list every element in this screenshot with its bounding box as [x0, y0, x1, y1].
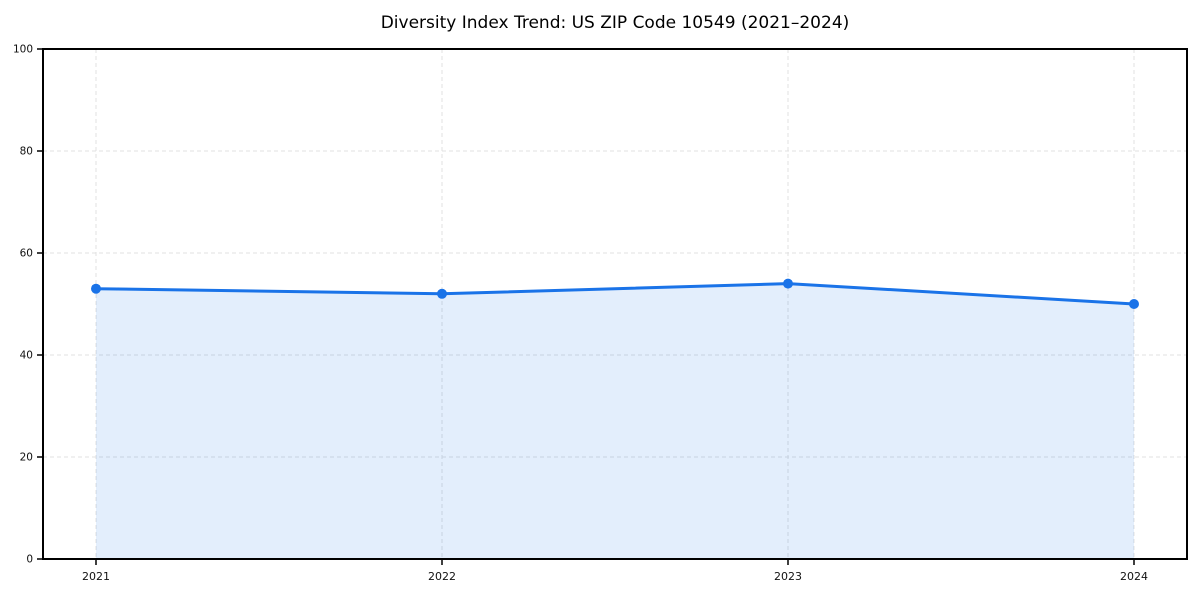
data-point-marker: [1129, 299, 1139, 309]
area-layer: [96, 283, 1134, 559]
x-tick-label: 2021: [82, 570, 110, 583]
plot-border: [42, 48, 1188, 560]
y-tick-label: 60: [20, 248, 33, 260]
y-tick-label: 80: [20, 146, 33, 158]
y-tick-label: 100: [13, 44, 33, 56]
marker-layer: [91, 278, 1139, 309]
grid-layer: [43, 48, 1187, 560]
y-tick-label: 40: [20, 350, 33, 362]
area-fill: [96, 283, 1134, 559]
y-tick-label: 0: [26, 554, 33, 566]
x-tick-label: 2024: [1120, 570, 1148, 583]
x-tick-label: 2023: [774, 570, 802, 583]
x-tick-label: 2022: [428, 570, 456, 583]
axis-layer: [37, 48, 1188, 565]
chart-title: Diversity Index Trend: US ZIP Code 10549…: [381, 13, 850, 33]
y-tick-label: 20: [20, 452, 33, 464]
line-layer: [94, 282, 1136, 306]
data-point-marker: [437, 288, 447, 299]
data-point-marker: [91, 283, 101, 294]
label-layer: 0 20 40 60 80 100 2021 2022 2023 2024: [13, 44, 1148, 584]
trend-line: [94, 282, 1136, 306]
data-point-marker: [783, 278, 793, 289]
